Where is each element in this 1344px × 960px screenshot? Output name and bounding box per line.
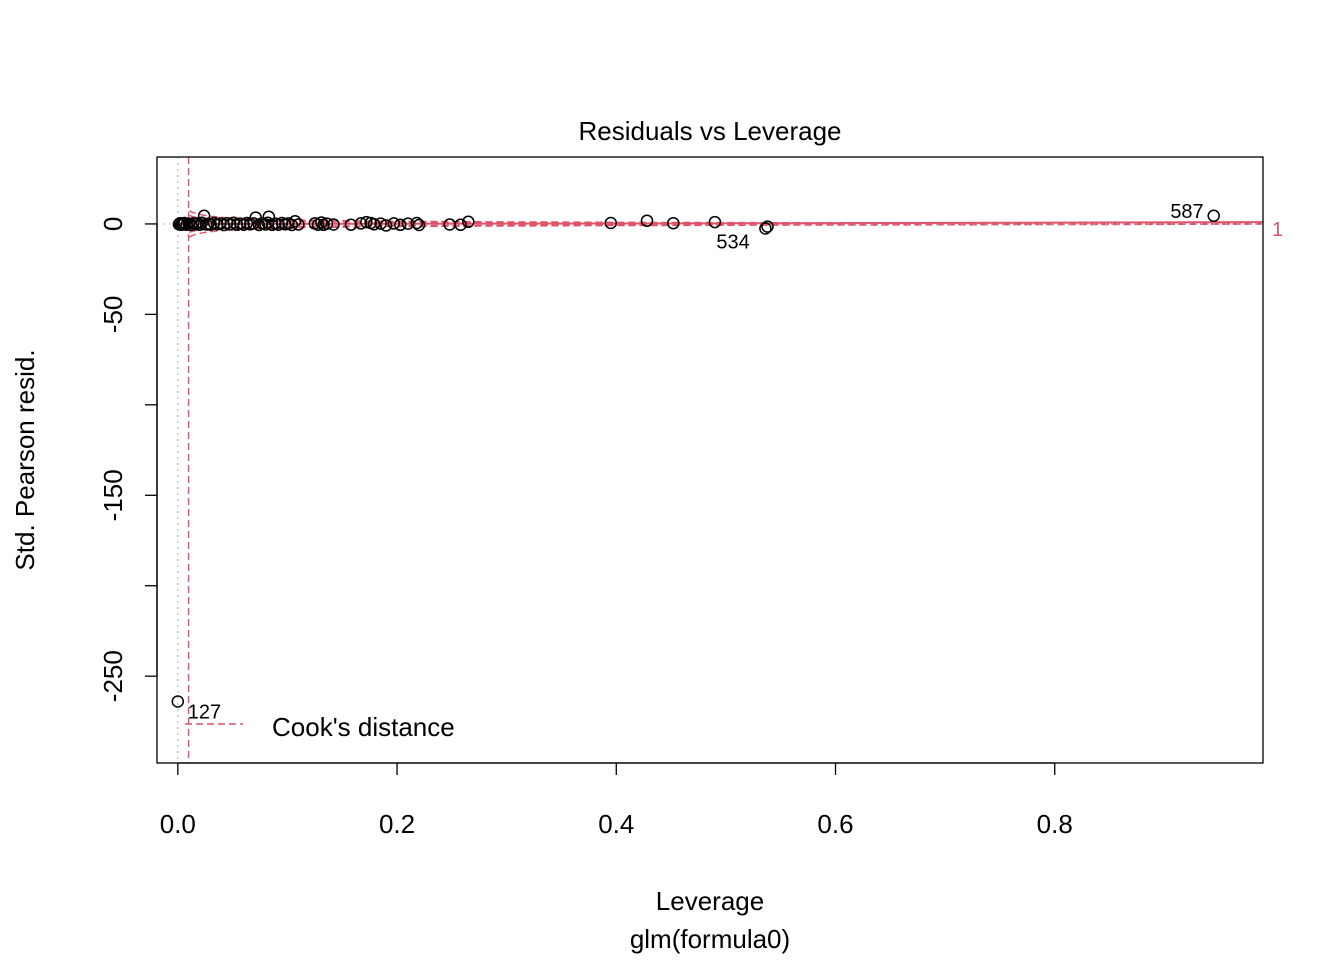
data-point xyxy=(354,217,368,230)
data-point xyxy=(640,214,654,227)
data-point xyxy=(462,215,475,229)
data-point xyxy=(259,218,272,231)
data-point xyxy=(320,217,334,230)
data-point xyxy=(759,222,772,235)
data-point xyxy=(367,218,381,231)
data-point xyxy=(412,218,426,232)
plot-frame xyxy=(156,156,1264,764)
point-labels: 127 534 587 xyxy=(188,201,1204,724)
reference-lines xyxy=(157,157,1263,763)
data-point xyxy=(327,218,340,231)
data-point xyxy=(454,218,467,232)
x-tick-label: 0.8 xyxy=(1037,809,1073,839)
data-point xyxy=(387,217,401,230)
data-point xyxy=(288,214,302,228)
x-tick-label: 0.6 xyxy=(817,809,853,839)
data-point xyxy=(292,218,305,231)
data-point xyxy=(171,695,185,708)
axes: 0.0 0.2 0.4 0.6 0.8 0 -50 -150 -250 xyxy=(98,217,1073,839)
x-tick-label: 0.4 xyxy=(598,809,634,839)
legend: Cook's distance xyxy=(185,712,455,742)
data-point xyxy=(285,218,299,232)
data-point xyxy=(761,220,774,233)
point-label: 127 xyxy=(188,702,221,724)
legend-cook-label: Cook's distance xyxy=(272,712,455,742)
data-point xyxy=(311,218,325,231)
data-point xyxy=(604,216,618,230)
y-tick-label: 0 xyxy=(98,217,128,231)
data-point xyxy=(344,218,358,231)
data-point xyxy=(379,219,393,232)
data-point xyxy=(667,216,680,230)
point-label: 587 xyxy=(1170,201,1203,223)
y-tick-label: -150 xyxy=(98,469,128,521)
data-point xyxy=(410,216,424,230)
data-point xyxy=(247,217,260,230)
y-axis-label: Std. Pearson resid. xyxy=(10,349,40,570)
data-point xyxy=(1207,209,1220,223)
cook-contour-label: 1 xyxy=(1272,219,1283,241)
x-axis-label: Leverage xyxy=(656,886,764,916)
data-points xyxy=(171,209,1220,708)
x-tick-label: 0.2 xyxy=(379,809,415,839)
data-point xyxy=(262,210,276,223)
x-tick-label: 0.0 xyxy=(160,809,196,839)
data-point xyxy=(360,215,373,229)
y-tick-label: -50 xyxy=(98,296,128,334)
data-point xyxy=(394,218,407,232)
chart-title: Residuals vs Leverage xyxy=(578,116,841,146)
data-point xyxy=(315,216,328,229)
data-point xyxy=(374,217,387,230)
point-label: 534 xyxy=(716,232,749,254)
data-point xyxy=(708,215,722,229)
x-axis-sublabel: glm(formula0) xyxy=(630,924,790,954)
y-tick-label: -250 xyxy=(98,650,128,702)
